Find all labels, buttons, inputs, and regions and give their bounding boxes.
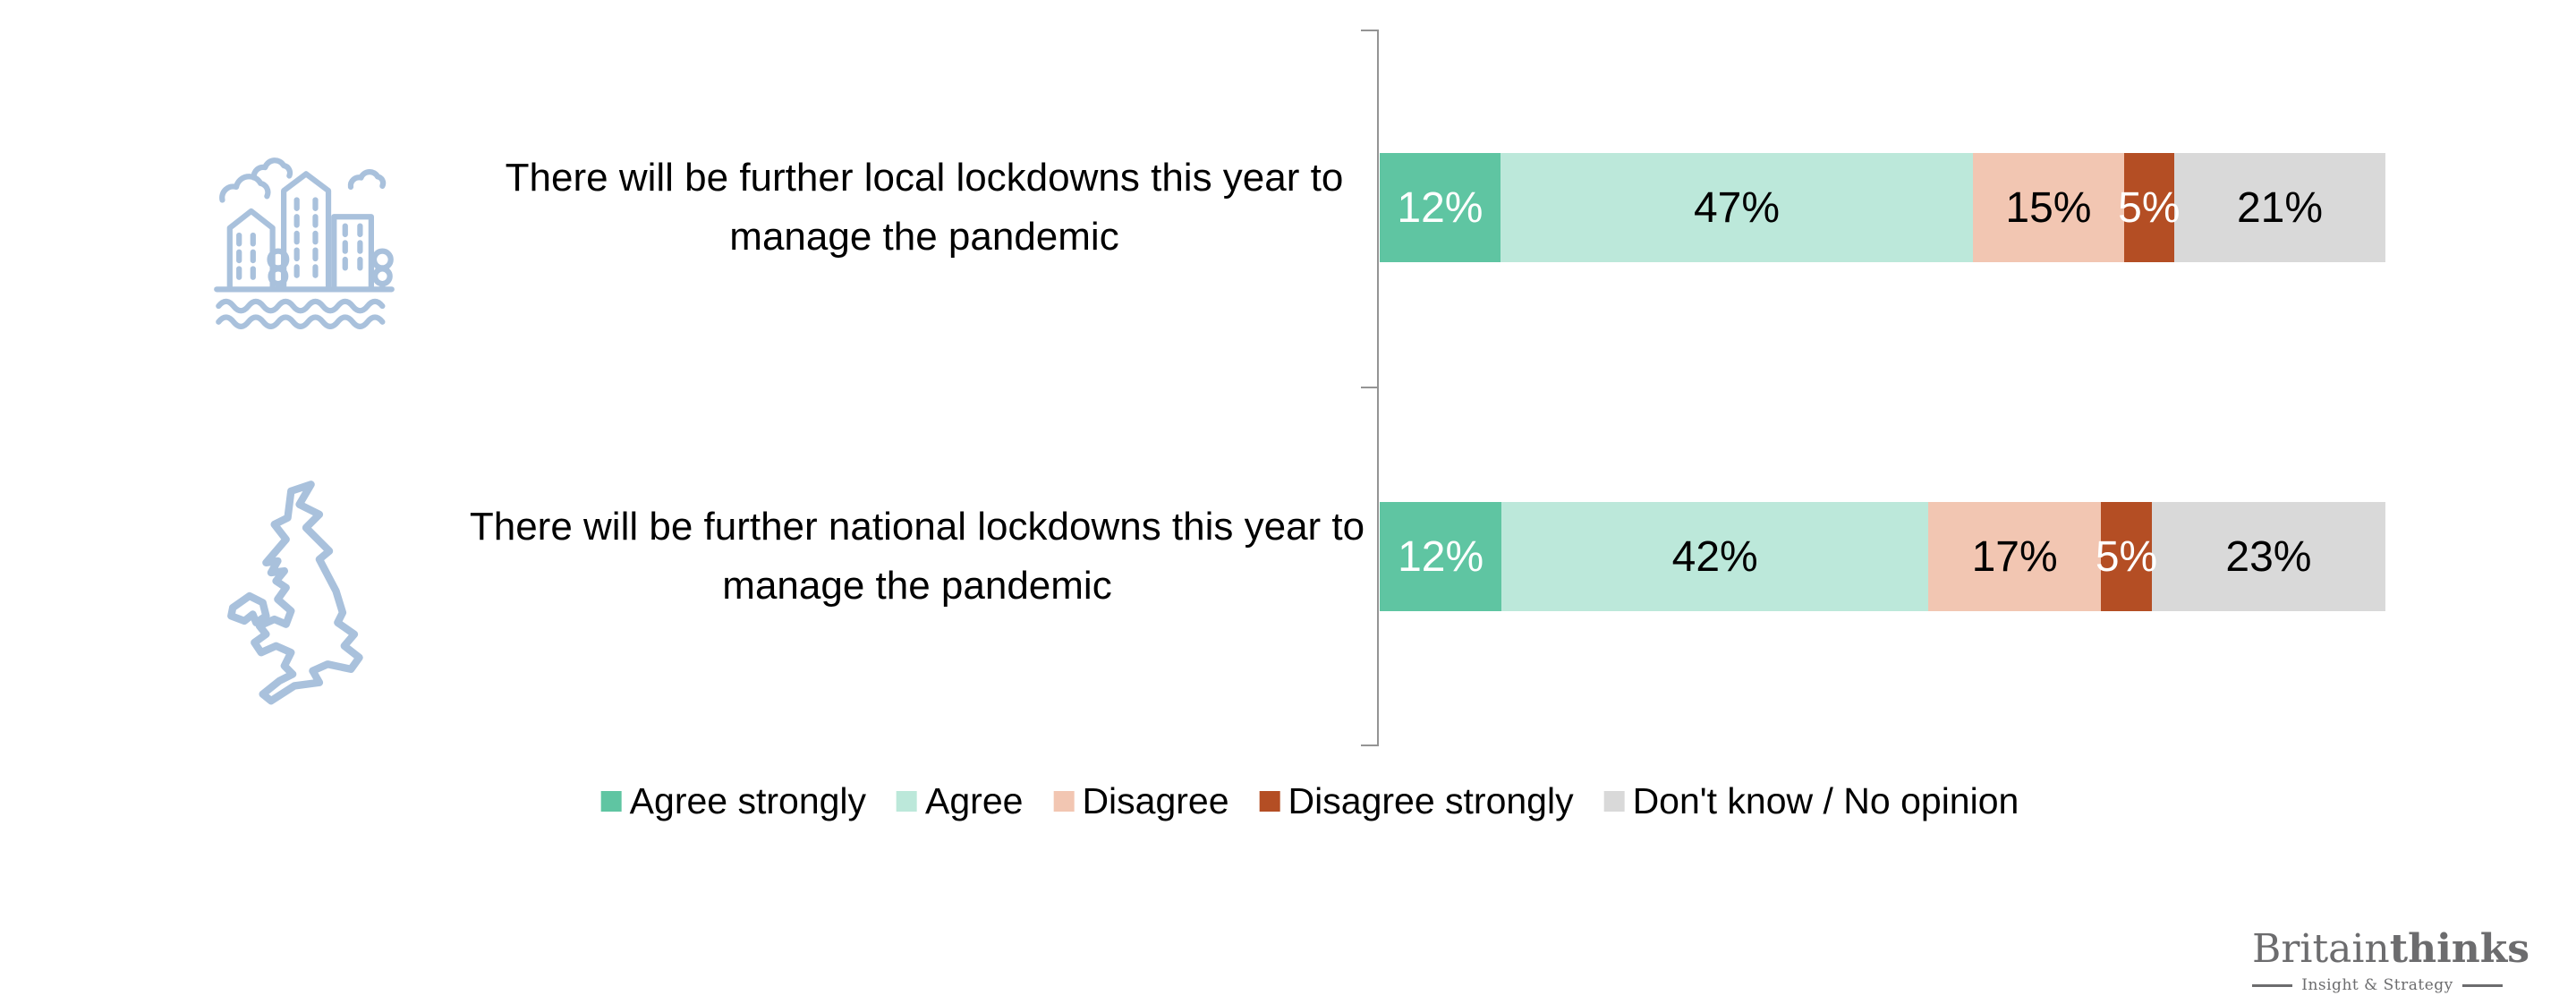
brand-tagline: Insight & Strategy	[2301, 976, 2453, 994]
bar-segment: 5%	[2118, 153, 2181, 262]
legend-item: Don't know / No opinion	[1603, 780, 2019, 822]
uk-map-icon	[227, 481, 363, 705]
bar-segment: 47%	[1500, 153, 1974, 262]
legend-item: Disagree strongly	[1259, 780, 1574, 822]
chart-legend: Agree strongly Agree Disagree Disagree stro…	[600, 780, 2019, 822]
legend-label: Disagree strongly	[1288, 780, 1574, 821]
legend-item: Disagree	[1053, 780, 1229, 822]
bar-segment-value: 12%	[1397, 183, 1484, 232]
bar-segment-value: 47%	[1693, 183, 1781, 232]
brand-name-bold: thinks	[2389, 926, 2530, 972]
legend-item: Agree	[897, 780, 1023, 822]
category-label-local: There will be further local lockdowns th…	[505, 156, 1344, 259]
legend-label: Don't know / No opinion	[1632, 780, 2019, 821]
bar-segment: 42%	[1501, 502, 1929, 611]
city-icon	[214, 157, 395, 329]
axis-tick	[1361, 744, 1378, 746]
brand-tagline-row: Insight & Strategy	[2252, 976, 2504, 994]
bar-segment: 15%	[1973, 153, 2124, 262]
brand-name: Britainthinks	[2252, 926, 2529, 972]
legend-label: Disagree	[1082, 780, 1229, 821]
bar-segment-value: 5%	[2118, 183, 2181, 232]
britainthinks-logo: Britainthinks Insight & Strategy	[2252, 926, 2529, 994]
legend-swatch	[897, 791, 918, 812]
category-axis-line	[1377, 30, 1379, 746]
legend-label: Agree strongly	[629, 780, 867, 821]
brand-rule-right	[2461, 983, 2504, 987]
stacked-bar-national: 12% 42% 17% 5% 23%	[1380, 502, 2385, 611]
bar-segment: 12%	[1380, 153, 1501, 262]
category-label-national: There will be further national lockdowns…	[469, 505, 1365, 608]
bar-segment-value: 42%	[1671, 532, 1758, 581]
bar-segment-value: 23%	[2225, 532, 2312, 581]
bar-segment-value: 15%	[2005, 183, 2092, 232]
brand-rule-left	[2252, 983, 2293, 987]
axis-tick	[1361, 30, 1378, 31]
axis-tick	[1361, 387, 1378, 388]
bar-segment-value: 21%	[2236, 183, 2324, 232]
legend-swatch	[1259, 791, 1280, 812]
brand-name-regular: Britain	[2252, 926, 2390, 972]
bar-segment: 17%	[1928, 502, 2102, 611]
bar-segment-value: 12%	[1398, 532, 1484, 581]
legend-item: Agree strongly	[600, 780, 867, 822]
legend-swatch	[1053, 791, 1075, 812]
bar-segment: 12%	[1380, 502, 1502, 611]
legend-label: Agree	[925, 780, 1024, 821]
bar-segment: 23%	[2151, 502, 2385, 611]
legend-swatch	[1603, 791, 1625, 812]
bar-segment-value: 17%	[1971, 532, 2058, 581]
legend-swatch	[600, 791, 622, 812]
stacked-bar-local: 12% 47% 15% 5% 21%	[1380, 153, 2385, 262]
bar-segment: 21%	[2173, 153, 2385, 262]
bar-segment-value: 5%	[2095, 532, 2158, 581]
bar-segment: 5%	[2096, 502, 2157, 611]
